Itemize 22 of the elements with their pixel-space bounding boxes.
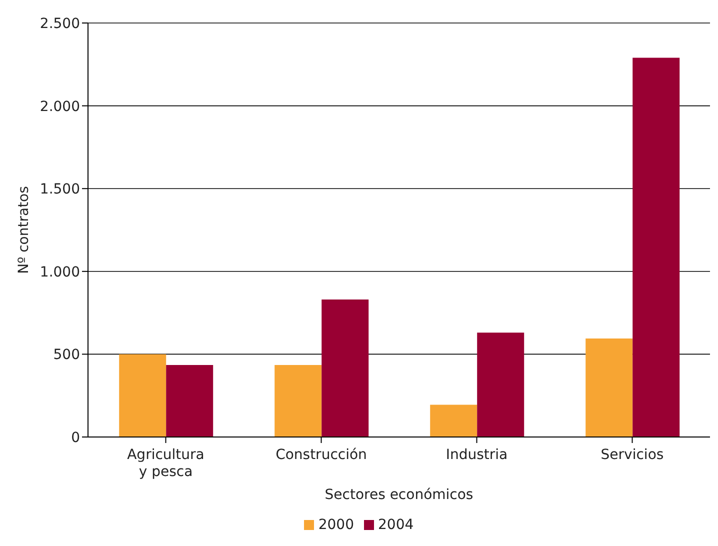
y-tick-label: 2.500 <box>40 16 80 32</box>
y-tick-label: 500 <box>53 347 80 364</box>
y-tick-label: 2.000 <box>40 98 80 115</box>
x-tick-label: Industria <box>446 447 508 463</box>
x-tick-label: Servicios <box>600 447 664 463</box>
bar <box>166 364 214 437</box>
x-axis-title: Sectores económicos <box>324 487 474 503</box>
x-tick-label: Agricultura y pesca <box>127 447 204 480</box>
bar <box>477 332 524 437</box>
y-tick-label: 0 <box>71 430 80 446</box>
bar <box>119 354 166 437</box>
bar <box>274 364 322 437</box>
legend-label: 2004 <box>378 517 414 533</box>
y-tick-label: 1.500 <box>40 182 80 198</box>
bar <box>430 404 478 437</box>
bar <box>322 300 369 437</box>
bar <box>586 338 633 437</box>
bar <box>632 58 680 437</box>
x-tick-label: Construcción <box>276 447 367 463</box>
legend-label: 2000 <box>318 517 354 533</box>
y-tick-label: 1.000 <box>40 264 80 280</box>
y-axis-title: Nº contratos <box>16 186 32 274</box>
